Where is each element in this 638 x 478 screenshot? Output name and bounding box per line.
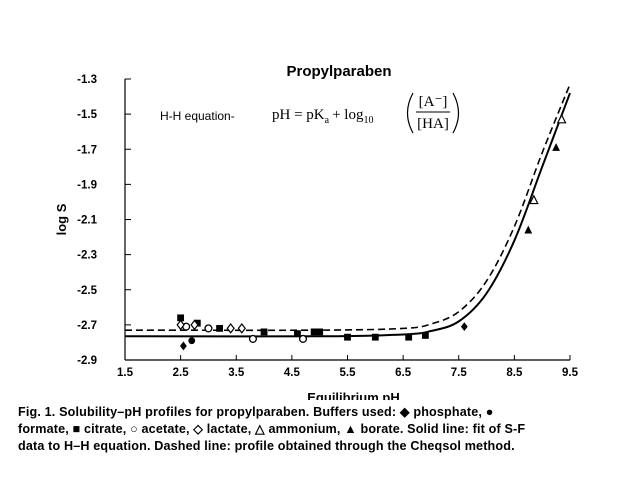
- x-tick-label: 2.5: [173, 367, 190, 379]
- x-tick-label: 1.5: [117, 367, 134, 379]
- hh-equation-label: H-H equation-: [160, 109, 235, 123]
- circle-open-point: [204, 324, 213, 333]
- square-filled-point: [310, 328, 318, 336]
- fit-lines: [124, 83, 571, 338]
- hh-equation: pH = pKa + log10 [A⁻] [HA]: [272, 92, 460, 134]
- caption-line-1: Fig. 1. Solubility–pH profiles for propy…: [18, 405, 494, 419]
- caption-line-3: data to H–H equation. Dashed line: profi…: [18, 439, 515, 453]
- solubility-ph-chart: Propylparaben -1.3 -1.5 -1.7 -1.9 -2.1 -2.3 -2…: [54, 63, 579, 400]
- square-filled-point: [316, 328, 324, 336]
- x-tick-label: 6.5: [395, 367, 412, 379]
- data-points: [176, 113, 567, 351]
- formate-symbol: ●: [485, 405, 494, 419]
- y-tick-label: -2.1: [77, 215, 97, 227]
- figure-caption: Fig. 1. Solubility–pH profiles for propy…: [18, 404, 618, 455]
- y-tick-label: -2.5: [77, 285, 97, 297]
- solid-fit-line: [124, 92, 571, 338]
- circle-filled-point: [188, 337, 196, 345]
- triangle-filled-point: [552, 143, 560, 151]
- citrate-symbol: ■: [72, 422, 81, 436]
- diamond-open-point: [237, 323, 246, 334]
- square-filled-point: [260, 328, 268, 336]
- y-tick-label: -2.7: [77, 320, 97, 332]
- triangle-open-point: [528, 194, 539, 205]
- square-filled-point: [216, 324, 223, 332]
- diamond-filled-point: [460, 322, 468, 332]
- right-paren: [452, 92, 460, 134]
- y-tick-label: -1.5: [77, 109, 97, 121]
- lactate-symbol: ◇: [193, 422, 204, 436]
- svg-text:pH = pKa+ log10: pH = pKa + log10: [272, 107, 373, 126]
- x-tick-label: 9.5: [562, 367, 579, 379]
- y-axis-label: log S: [54, 203, 69, 235]
- axes: -1.3 -1.5 -1.7 -1.9 -2.1 -2.3 -2.5 -2.7 -2.9 1.5 2…: [54, 74, 579, 400]
- equation-denominator: [HA]: [417, 116, 449, 132]
- ammonium-symbol: △: [255, 422, 265, 436]
- diamond-open-point: [176, 319, 185, 331]
- y-tick-label: -1.7: [77, 144, 97, 156]
- x-tick-label: 3.5: [228, 367, 245, 379]
- y-tick-label: -1.9: [77, 179, 97, 191]
- square-filled-point: [344, 333, 351, 341]
- diamond-open-point: [226, 323, 235, 334]
- y-tick-label: -1.3: [77, 74, 97, 86]
- diamond-filled-point: [180, 341, 187, 351]
- left-paren: [406, 92, 414, 134]
- x-tick-label: 7.5: [451, 367, 468, 379]
- chart-title: Propylparaben: [286, 63, 391, 80]
- equation-numerator: [A⁻]: [419, 94, 448, 110]
- square-filled-point: [421, 332, 429, 339]
- caption-line-2: formate, ■ citrate, ○ acetate, ◇ lactate…: [18, 422, 526, 436]
- y-tick-label: -2.9: [77, 355, 97, 367]
- equation-lhs: pH = pK: [272, 107, 325, 123]
- y-tick-label: -2.3: [77, 250, 97, 262]
- square-filled-point: [405, 333, 413, 341]
- x-tick-label: 5.5: [340, 367, 357, 379]
- triangle-filled-point: [524, 225, 533, 234]
- x-axis-label: Equilibrium pH: [307, 390, 399, 400]
- caption-fig-label: Fig. 1.: [18, 405, 56, 419]
- square-filled-point: [371, 333, 379, 341]
- circle-open-point: [248, 334, 257, 343]
- triangle-open-point: [556, 113, 567, 124]
- x-tick-label: 8.5: [506, 367, 523, 379]
- equation-base: 10: [363, 115, 373, 126]
- acetate-symbol: ○: [130, 422, 138, 436]
- borate-symbol: ▲: [344, 422, 357, 436]
- circle-open-point: [298, 334, 308, 343]
- square-filled-point: [177, 314, 185, 322]
- phosphate-symbol: ◆: [399, 405, 410, 419]
- equation-plus: + log: [332, 107, 364, 123]
- square-filled-point: [294, 330, 301, 338]
- x-tick-label: 4.5: [284, 367, 301, 379]
- equation-sub: a: [325, 115, 330, 126]
- diamond-open-point: [190, 319, 199, 331]
